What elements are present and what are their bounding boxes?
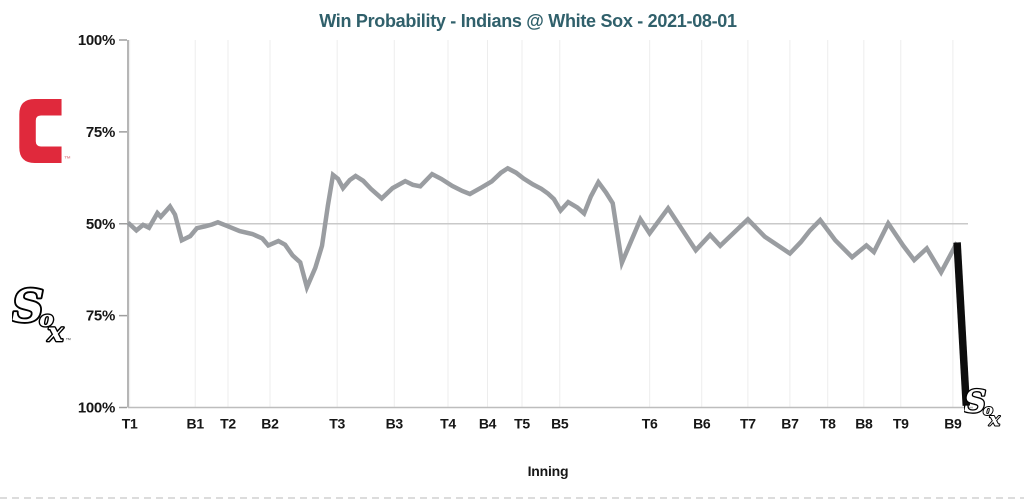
- sox-letter-x: x: [47, 317, 64, 344]
- bottom-dashed-edge: [0, 497, 1024, 499]
- x-tick-label: T1: [122, 416, 138, 432]
- x-tick-label: T4: [440, 416, 456, 432]
- y-tick-label: 50%: [86, 216, 115, 233]
- sox-letter-o: o: [983, 401, 993, 419]
- x-tick-label: B3: [386, 416, 404, 432]
- whitesox-logo: S o x ™: [10, 280, 72, 350]
- x-tick-label: T9: [893, 416, 909, 432]
- x-tick-label: T5: [514, 416, 530, 432]
- x-tick-label: B6: [693, 416, 711, 432]
- sox-letter-o: o: [39, 307, 53, 332]
- x-tick-label: T6: [642, 416, 658, 432]
- x-tick-label: B5: [551, 416, 569, 432]
- x-tick-label: B9: [944, 416, 962, 432]
- win-probability-line: [126, 165, 960, 295]
- trademark-symbol: ™: [65, 338, 71, 344]
- final-play-segment: [953, 242, 971, 406]
- y-tick-label: 100%: [78, 400, 115, 417]
- indians-block-c-icon: [19, 99, 62, 163]
- whitesox-sox-icon: S o x ™: [10, 280, 71, 350]
- y-tick-label: 75%: [86, 308, 115, 325]
- sox-letter-x: x: [988, 410, 1001, 428]
- sox-letter-s: S: [12, 282, 44, 332]
- x-tick-label: T8: [820, 416, 836, 432]
- x-tick-label: B2: [261, 416, 279, 432]
- sox-letter-s: S: [964, 384, 986, 420]
- x-tick-label: B7: [781, 416, 799, 432]
- x-axis-title: Inning: [527, 463, 569, 479]
- y-tick-label: 75%: [86, 124, 115, 141]
- chart-title: Win Probability - Indians @ White Sox - …: [319, 11, 737, 31]
- whitesox-sox-icon-small: S o x: [963, 383, 1002, 432]
- indians-logo: ™: [17, 97, 71, 173]
- trademark-symbol: ™: [64, 156, 71, 163]
- x-tick-label: B4: [479, 416, 497, 432]
- x-tick-label: B1: [187, 416, 205, 432]
- whitesox-endpoint-logo: S o x: [963, 383, 1006, 433]
- x-tick-label: B8: [855, 416, 873, 432]
- y-tick-label: 100%: [78, 32, 115, 49]
- x-tick-label: T3: [329, 416, 345, 432]
- x-tick-label: T2: [220, 416, 236, 432]
- x-tick-label: T7: [740, 416, 756, 432]
